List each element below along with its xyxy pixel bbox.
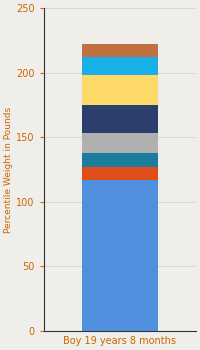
Bar xyxy=(82,75,158,105)
Bar xyxy=(82,57,158,75)
Bar xyxy=(82,44,158,57)
Bar xyxy=(82,180,158,331)
Bar xyxy=(82,105,158,133)
Bar xyxy=(82,153,158,167)
Bar xyxy=(82,133,158,153)
Bar xyxy=(82,167,158,180)
Y-axis label: Percentile Weight in Pounds: Percentile Weight in Pounds xyxy=(4,106,13,233)
